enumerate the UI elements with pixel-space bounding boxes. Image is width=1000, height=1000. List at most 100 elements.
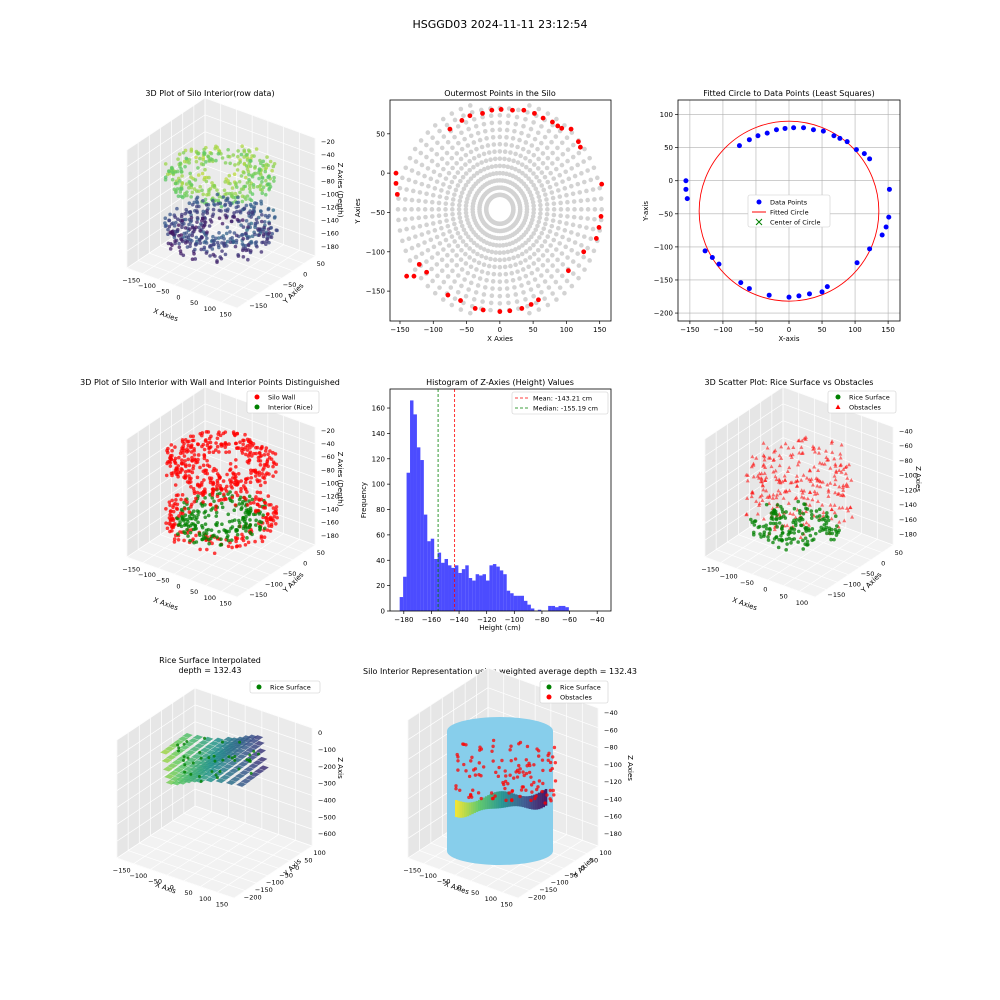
data-point (264, 178, 268, 183)
data-point (419, 181, 425, 187)
obstacle-point (521, 770, 525, 774)
data-point (197, 238, 202, 242)
data-point (425, 247, 431, 253)
grid-line (767, 527, 847, 581)
rice-point (785, 542, 789, 546)
data-point (245, 167, 250, 171)
surface-patch (236, 754, 247, 760)
surface-patch (161, 758, 172, 764)
obstacle-point (826, 487, 831, 492)
data-point (545, 207, 550, 212)
grid-line (799, 538, 878, 592)
data-point (176, 537, 181, 542)
y-tick-label: −100 (551, 879, 569, 887)
outer-point (447, 126, 453, 132)
y-tick-label: 0 (381, 170, 385, 178)
data-point (200, 525, 205, 530)
obstacle-point (789, 455, 794, 459)
obstacle-point (551, 788, 555, 793)
data-point (452, 174, 457, 180)
data-point (592, 197, 597, 202)
data-point (259, 161, 263, 166)
data-point (539, 124, 544, 129)
data-point (262, 506, 266, 510)
data-point (545, 258, 551, 263)
obstacle-point (548, 788, 553, 793)
data-point (588, 236, 594, 242)
y-tick-label: 50 (317, 260, 325, 268)
data-point (460, 239, 466, 244)
data-point (172, 540, 177, 544)
surface-patch (223, 764, 234, 770)
grid-line (221, 249, 300, 303)
data-point (471, 164, 476, 170)
data-point (544, 165, 550, 171)
data-point (200, 444, 204, 449)
obstacle-point (491, 744, 495, 749)
data-point (576, 263, 582, 268)
data-point (236, 471, 241, 476)
x-tick-label: −140 (449, 616, 468, 624)
data-point (164, 521, 168, 525)
data-point (215, 240, 220, 245)
data-point (537, 178, 542, 184)
data-point (179, 233, 184, 237)
obstacle-point (456, 768, 460, 772)
data-point (223, 202, 228, 207)
rice-point (182, 755, 186, 759)
data-point (233, 163, 237, 167)
data-point (242, 170, 246, 175)
surface-patch (459, 801, 463, 818)
data-point (236, 200, 241, 205)
data-point (526, 280, 531, 286)
histogram-bar (434, 558, 438, 611)
y-tick-label: 50 (317, 549, 325, 557)
data-point (243, 432, 247, 437)
y-tick-label: −50 (283, 570, 297, 578)
data-point (271, 208, 276, 212)
x-axis-label: Height (cm) (479, 624, 521, 632)
data-point (274, 462, 279, 467)
data-point (536, 156, 541, 162)
data-point (458, 257, 464, 262)
data-point (183, 473, 188, 478)
data-point (190, 512, 194, 517)
data-point (488, 307, 493, 313)
data-point (465, 196, 470, 202)
z-tick-label: −180 (899, 531, 917, 539)
data-point (217, 450, 221, 454)
outer-point (424, 269, 430, 275)
data-point (527, 255, 533, 260)
surface-patch (498, 791, 502, 809)
obstacle-point (749, 490, 754, 495)
data-point (422, 173, 427, 179)
surface-patch (173, 767, 184, 773)
legend-box (511, 391, 609, 415)
grid-line (183, 813, 301, 854)
obstacle-point (508, 748, 512, 752)
y-tick-label: −50 (283, 281, 297, 289)
data-point (531, 242, 536, 248)
data-point (202, 478, 206, 482)
surface-patch (507, 792, 511, 807)
surface-patch (208, 740, 220, 746)
data-point (248, 197, 252, 202)
data-point (539, 140, 544, 146)
obstacle-point (469, 759, 473, 763)
x-axis-label: X Axies (487, 335, 513, 343)
data-point (504, 127, 510, 133)
x-tick-label: 50 (529, 326, 538, 334)
data-point (244, 164, 249, 168)
data-point (241, 500, 245, 504)
rice-point (213, 759, 217, 763)
data-point (773, 127, 779, 133)
data-point (197, 225, 201, 230)
obstacle-point (745, 478, 750, 483)
data-point (511, 208, 516, 214)
data-point (445, 139, 451, 145)
data-point (173, 522, 177, 526)
obstacle-point (540, 758, 545, 762)
data-point (454, 253, 459, 258)
obstacle-point (777, 463, 782, 468)
